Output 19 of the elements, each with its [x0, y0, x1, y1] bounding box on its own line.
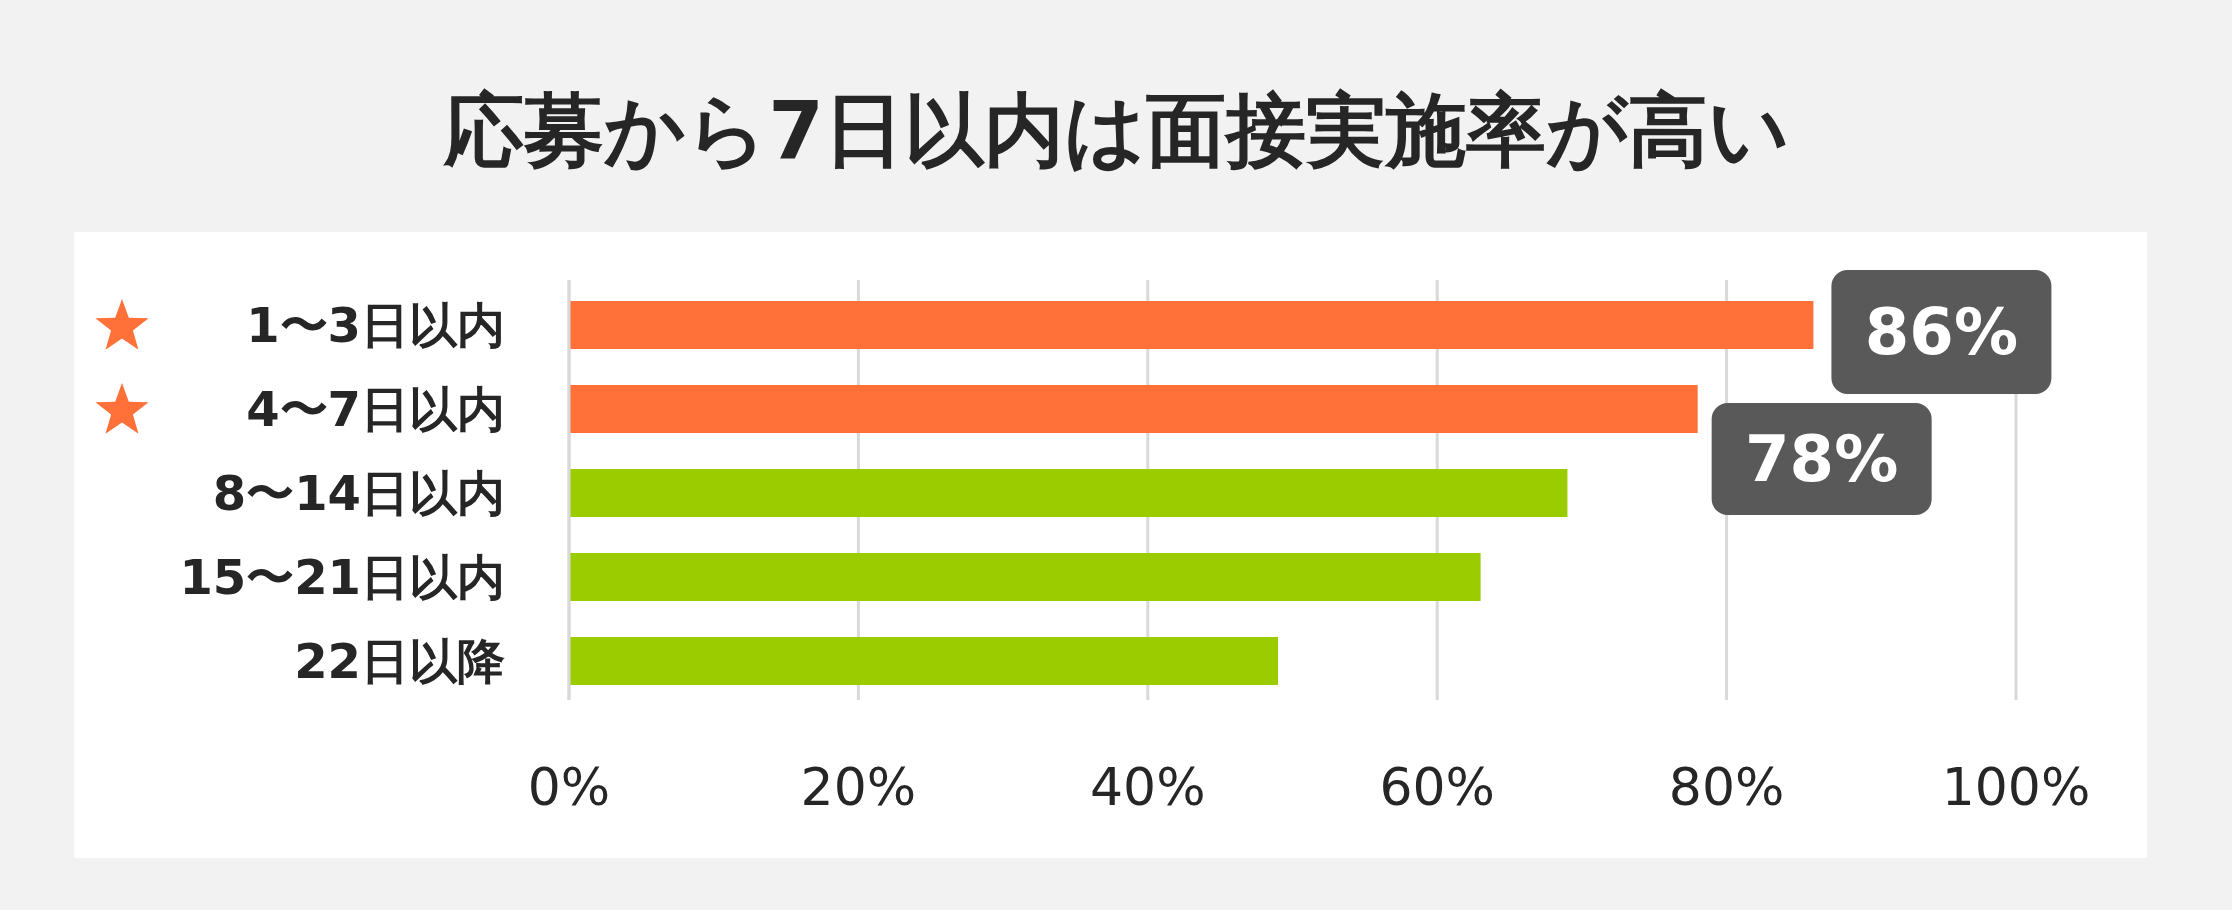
chart-title: 応募から7日以内は面接実施率が高い	[443, 84, 1790, 177]
x-tick-label: 40%	[1090, 757, 1206, 817]
bar	[569, 385, 1698, 433]
bar	[569, 553, 1481, 601]
bar	[569, 301, 1814, 349]
bar	[569, 637, 1279, 685]
x-tick-label: 20%	[800, 757, 917, 817]
y-tick-label: 1〜3日以内	[246, 297, 505, 353]
x-tick-label: 100%	[1941, 757, 2091, 817]
data-label: 78%	[1745, 422, 1899, 496]
bar	[569, 469, 1568, 517]
y-tick-label: 22日以降	[294, 633, 505, 689]
y-tick-label: 4〜7日以内	[246, 381, 505, 437]
x-tick-label: 0%	[527, 757, 611, 817]
y-tick-label: 15〜21日以内	[179, 549, 505, 605]
y-tick-label: 8〜14日以内	[212, 465, 505, 521]
data-label: 86%	[1864, 295, 2019, 369]
x-tick-label: 80%	[1668, 757, 1785, 817]
x-tick-label: 60%	[1379, 757, 1495, 817]
